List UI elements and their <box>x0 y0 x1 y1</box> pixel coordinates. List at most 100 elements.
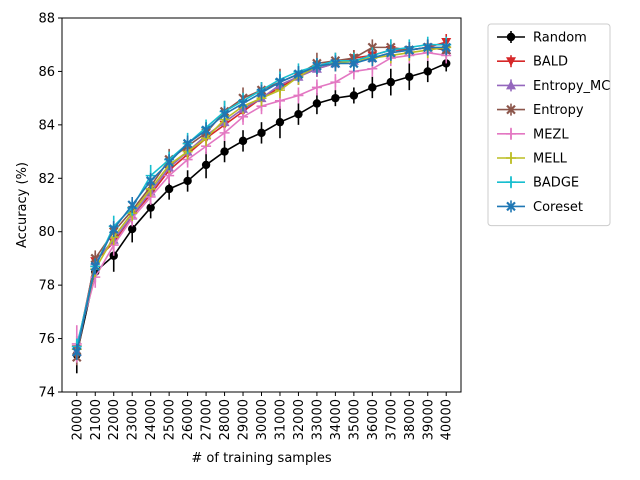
x-tick-label: 29000 <box>237 399 252 440</box>
x-tick-label: 22000 <box>107 399 122 440</box>
data-point <box>108 224 119 234</box>
legend-label: Entropy <box>533 103 584 118</box>
data-point <box>404 45 415 55</box>
data-point <box>219 109 230 119</box>
data-point <box>127 200 137 210</box>
legend-item-mezl: MEZL <box>497 127 569 142</box>
data-point <box>422 42 433 53</box>
plot-frame <box>61 17 462 393</box>
legend-marker <box>506 32 516 42</box>
data-point <box>146 203 155 212</box>
x-tick-label: 36000 <box>366 399 381 440</box>
x-axis: 20000 21000 22000 23000 24000 25000 26000 27000… <box>70 392 455 440</box>
data-point <box>183 176 192 186</box>
data-point <box>293 90 304 101</box>
x-tick-label: 25000 <box>163 399 178 440</box>
legend-label: MELL <box>533 152 568 167</box>
x-tick-label: 32000 <box>292 399 307 440</box>
data-point <box>201 125 211 135</box>
legend-label: BALD <box>533 55 568 70</box>
legend-label: BADGE <box>533 176 579 191</box>
legend-marker <box>506 80 516 90</box>
y-tick-label: 84 <box>38 118 55 133</box>
y-tick-label: 82 <box>38 172 55 187</box>
y-tick-label: 88 <box>38 12 55 27</box>
legend-item-entropy-mc: Entropy_MC <box>497 79 610 94</box>
data-point <box>238 98 248 109</box>
legend-marker <box>506 153 516 163</box>
data-point <box>71 347 82 357</box>
legend-label: MEZL <box>533 127 569 142</box>
x-axis-label: # of training samples <box>191 451 331 466</box>
y-tick-label: 74 <box>38 386 55 401</box>
data-point <box>330 77 341 88</box>
legend-marker <box>506 57 516 67</box>
series-coreset <box>71 39 451 360</box>
legend-label: Coreset <box>533 200 583 215</box>
data-point <box>386 47 396 58</box>
y-axis: 74 76 78 80 82 84 86 88 <box>38 12 62 401</box>
data-point <box>331 93 340 103</box>
x-tick-label: 23000 <box>126 399 141 440</box>
legend-item-random: Random <box>497 31 587 46</box>
legend-marker <box>506 128 516 139</box>
y-tick-label: 78 <box>38 279 55 294</box>
data-point <box>330 58 341 69</box>
data-point <box>256 88 267 98</box>
legend-item-badge: BADGE <box>497 176 579 191</box>
y-tick-label: 80 <box>38 225 55 240</box>
legend-marker <box>506 177 516 188</box>
x-tick-label: 24000 <box>144 399 159 440</box>
data-point <box>90 261 101 272</box>
legend-item-coreset: Coreset <box>497 200 583 215</box>
data-point <box>164 157 174 168</box>
data-point <box>275 77 285 87</box>
legend-label: Random <box>533 31 587 46</box>
data-point <box>311 82 322 93</box>
data-point <box>367 42 378 53</box>
data-point <box>293 69 304 79</box>
data-point <box>349 58 359 69</box>
x-tick-label: 21000 <box>89 399 104 440</box>
data-point <box>405 72 414 81</box>
data-point <box>367 53 378 63</box>
data-point <box>312 61 322 71</box>
data-point <box>257 128 266 138</box>
x-tick-label: 37000 <box>384 399 399 440</box>
data-point <box>275 117 285 127</box>
x-tick-label: 35000 <box>347 399 362 440</box>
legend-item-mell: MELL <box>497 152 568 167</box>
legend-item-entropy: Entropy <box>497 103 584 118</box>
data-point <box>220 147 229 156</box>
data-point <box>219 127 230 138</box>
legend-marker <box>506 104 516 115</box>
data-point <box>423 67 432 76</box>
x-tick-label: 38000 <box>403 399 418 440</box>
data-point <box>201 160 211 170</box>
plot-marks <box>71 34 452 374</box>
legend-marker <box>506 201 516 212</box>
legend-item-bald: BALD <box>497 55 568 70</box>
x-tick-label: 27000 <box>200 399 215 440</box>
x-tick-label: 26000 <box>181 399 196 440</box>
data-point <box>386 77 396 87</box>
x-tick-label: 20000 <box>70 399 85 440</box>
legend: Random BALD Entropy_MC Entropy MEZL MELL BADGE… <box>487 23 611 227</box>
data-point <box>238 136 248 146</box>
x-tick-label: 34000 <box>329 399 344 440</box>
x-tick-label: 33000 <box>310 399 325 440</box>
data-point <box>441 42 451 53</box>
legend-label: Entropy_MC <box>533 79 610 94</box>
x-tick-label: 40000 <box>440 399 455 440</box>
data-point <box>312 99 322 108</box>
x-tick-label: 31000 <box>273 399 288 440</box>
y-axis-label: Accuracy (%) <box>15 162 30 248</box>
x-tick-label: 30000 <box>255 399 270 440</box>
legend-box <box>487 23 611 227</box>
x-tick-label: 28000 <box>218 399 233 440</box>
data-point <box>368 83 377 92</box>
data-point <box>294 109 303 119</box>
data-point <box>182 138 193 149</box>
data-point <box>164 184 174 194</box>
